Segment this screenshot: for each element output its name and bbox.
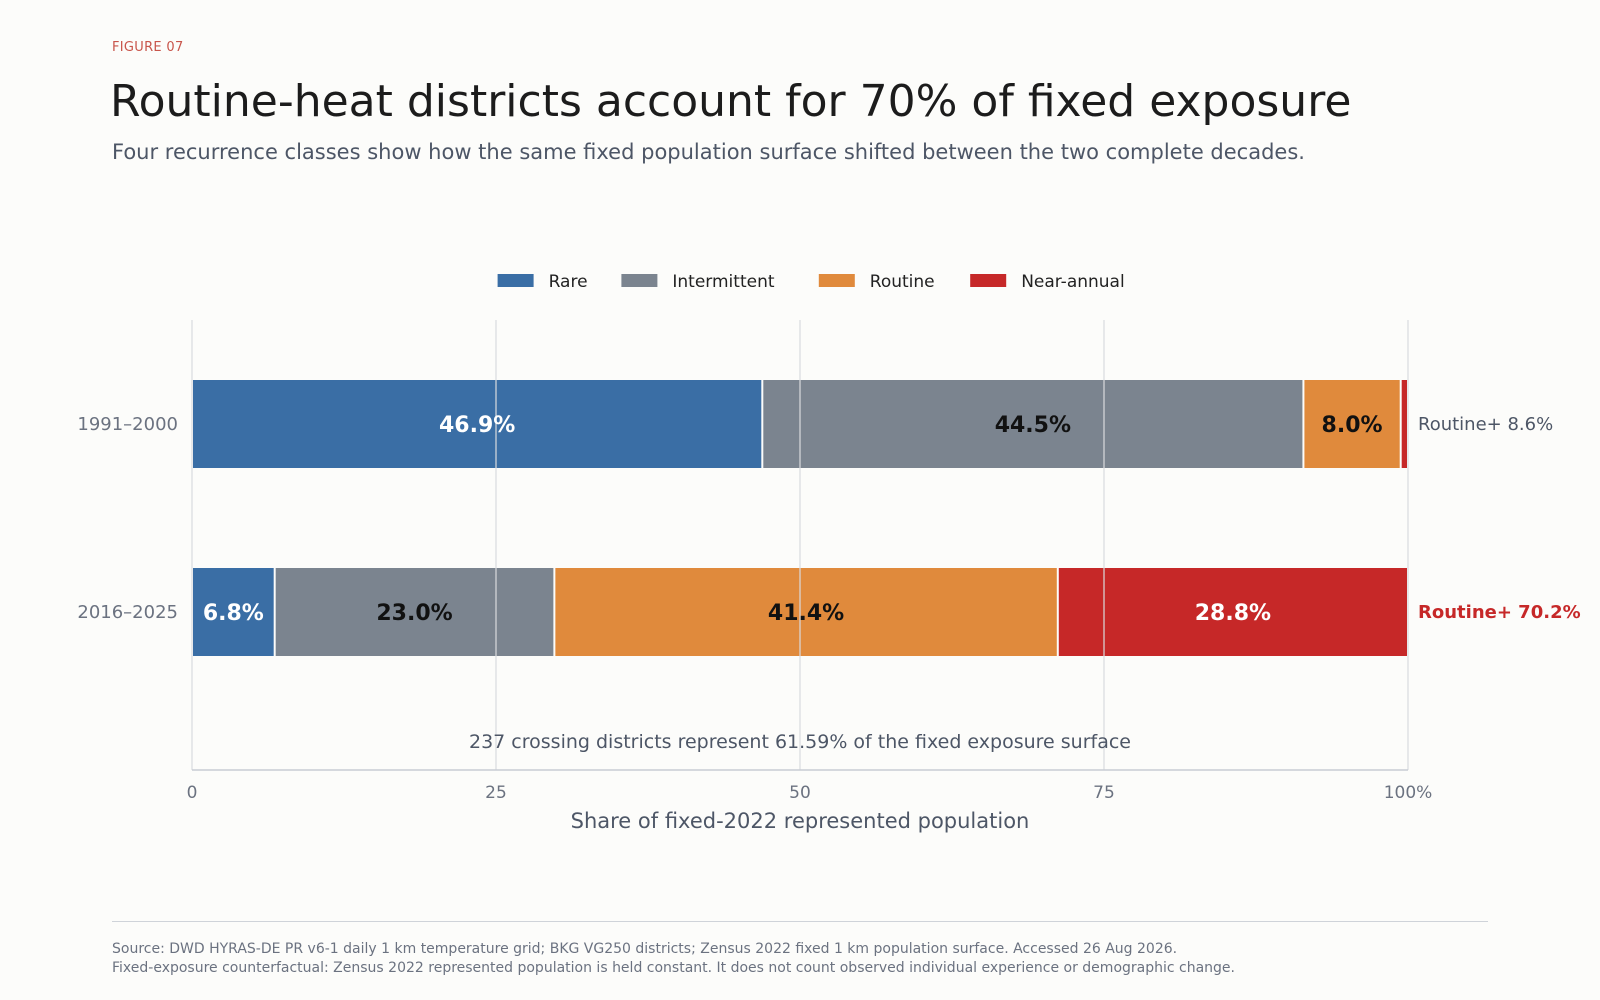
data-label: 28.8%: [1195, 601, 1271, 626]
data-label: 41.4%: [768, 601, 844, 626]
data-label: 46.9%: [439, 413, 515, 438]
x-tick-label: 100%: [1384, 783, 1433, 803]
data-label: 8.0%: [1322, 413, 1383, 438]
source-line-1: Source: DWD HYRAS-DE PR v6-1 daily 1 km …: [112, 941, 1178, 957]
bar-segment: [1058, 568, 1407, 656]
x-tick-label: 75: [1093, 783, 1115, 803]
data-label: 23.0%: [376, 601, 452, 626]
legend-swatch-routine: [818, 274, 855, 287]
chart-title: Routine-heat districts account for 70% o…: [110, 76, 1352, 127]
routine-plus-total: Routine+ 70.2%: [1418, 602, 1581, 623]
x-tick-label: 0: [187, 783, 198, 803]
legend-label-routine: Routine: [870, 272, 935, 292]
legend-swatch-near-annual: [970, 274, 1007, 287]
source-line-2: Fixed-exposure counterfactual: Zensus 20…: [112, 960, 1235, 976]
legend-label-intermittent: Intermittent: [672, 272, 774, 292]
bar-segment: [555, 568, 1057, 656]
legend-swatch-intermittent: [621, 274, 658, 287]
chart-annotation: 237 crossing districts represent 61.59% …: [469, 731, 1131, 753]
bar-segment: [193, 380, 762, 468]
bar-segment: [1304, 380, 1400, 468]
x-axis-title: Share of fixed-2022 represented populati…: [571, 809, 1030, 833]
chart-subtitle: Four recurrence classes show how the sam…: [112, 140, 1305, 164]
bar-segment: [763, 380, 1303, 468]
stacked-bar-chart: Rare Intermittent Routine Near-annual 46.9% 4…: [77, 272, 1581, 833]
routine-plus-total: Routine+ 8.6%: [1418, 414, 1553, 435]
data-label: 6.8%: [203, 601, 264, 626]
footer-divider: [112, 921, 1488, 922]
bar-segment: [275, 568, 554, 656]
bar-segment: [193, 568, 274, 656]
data-label: 44.5%: [995, 413, 1071, 438]
category-label: 1991–2000: [77, 414, 178, 435]
legend-label-near-annual: Near-annual: [1021, 272, 1125, 292]
figure-label: FIGURE 07: [112, 40, 184, 55]
legend-swatch-rare: [497, 274, 534, 287]
x-tick-label: 25: [485, 783, 507, 803]
x-tick-label: 50: [789, 783, 811, 803]
bar-segment: [1401, 380, 1407, 468]
category-label: 2016–2025: [77, 602, 178, 623]
source-note: Source: DWD HYRAS-DE PR v6-1 daily 1 km …: [112, 940, 1235, 978]
legend-label-rare: Rare: [549, 272, 588, 292]
